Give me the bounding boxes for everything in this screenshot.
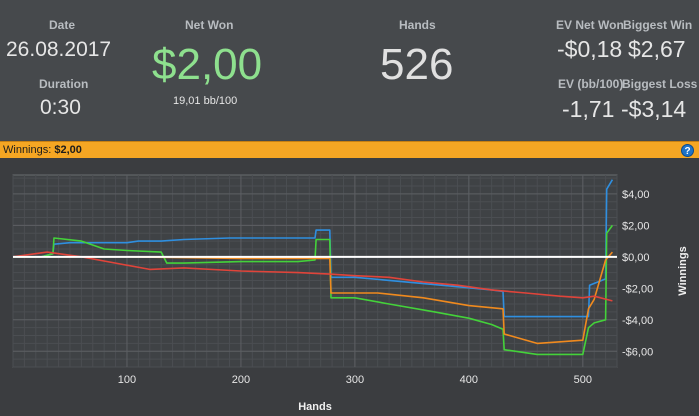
series-line-2: [13, 251, 614, 345]
question-circle-icon[interactable]: ?: [681, 144, 694, 157]
net-won-value: $2,00: [152, 40, 263, 89]
net-won-bb100: 19,01 bb/100: [173, 95, 238, 107]
session-stats-panel: Date 26.08.2017 Duration 0:30 Net Won $2…: [0, 0, 699, 141]
duration-value: 0:30: [40, 96, 81, 119]
x-tick-label: 400: [460, 374, 478, 386]
y-tick-label: $2,00: [622, 220, 650, 232]
ev-net-won-value: -$0,18: [557, 36, 623, 62]
ev-net-won-label: EV Net Won: [556, 18, 624, 32]
winnings-label: Winnings:: [3, 144, 52, 156]
biggest-loss-label: Biggest Loss: [622, 77, 698, 91]
x-axis-title: Hands: [298, 401, 332, 413]
date-label: Date: [49, 18, 76, 32]
winnings-chart-area: 100 200 300 400 500 $4,00 $2,00 $0,00 -$2,00 -$4,…: [0, 159, 699, 416]
winnings-value: $2,00: [54, 144, 82, 156]
x-tick-label: 500: [574, 374, 592, 386]
y-tick-label: $4,00: [622, 189, 650, 201]
hands-value: 526: [380, 40, 454, 89]
winnings-header-bar: Winnings: $2,00 ?: [0, 141, 699, 158]
series-line-3: [12, 251, 613, 302]
ev-bb100-value: -1,71: [562, 96, 615, 122]
y-tick-label: -$2,00: [622, 283, 653, 295]
hands-label: Hands: [399, 18, 436, 32]
biggest-loss-value: -$3,14: [621, 96, 687, 122]
duration-label: Duration: [39, 77, 89, 91]
net-won-label: Net Won: [185, 18, 234, 32]
y-tick-label: -$4,00: [622, 315, 653, 327]
biggest-win-value: $2,67: [628, 36, 686, 62]
x-tick-label: 100: [118, 374, 136, 386]
y-tick-label: -$6,00: [622, 346, 653, 358]
y-axis-title: Winnings: [677, 246, 689, 295]
y-tick-label: $0,00: [622, 252, 650, 264]
date-value: 26.08.2017: [6, 38, 112, 61]
x-tick-label: 200: [232, 374, 250, 386]
ev-bb100-label: EV (bb/100): [558, 77, 624, 91]
winnings-summary: Winnings: $2,00: [3, 144, 82, 156]
biggest-win-label: Biggest Win: [623, 18, 693, 32]
x-tick-label: 300: [346, 374, 364, 386]
plot-background: [12, 174, 618, 368]
winnings-chart: 100 200 300 400 500 $4,00 $2,00 $0,00 -$2,00 -$4,…: [12, 174, 689, 413]
